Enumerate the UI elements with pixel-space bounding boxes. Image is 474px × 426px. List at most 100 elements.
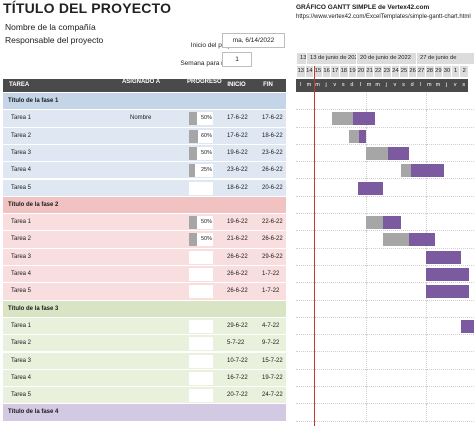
task-name[interactable]: Tarea 1 — [11, 219, 32, 226]
progress-cell[interactable]: 50% — [189, 112, 213, 126]
end-date[interactable]: 20-6-22 — [262, 184, 283, 191]
gantt-bar-remaining[interactable] — [359, 129, 367, 143]
progress-value: 50% — [200, 149, 212, 156]
phase-title[interactable]: Título de la fase 4 — [8, 409, 59, 416]
end-date[interactable]: 26-6-22 — [262, 167, 283, 174]
end-date[interactable]: 18-6-22 — [262, 132, 283, 139]
phase-title[interactable]: Título de la fase 1 — [8, 98, 59, 104]
end-date[interactable]: 26-6-22 — [262, 236, 283, 243]
phase-title[interactable]: Título de la fase 2 — [8, 201, 59, 208]
task-name[interactable]: Tarea 3 — [11, 149, 32, 156]
start-date[interactable]: 10-7-22 — [227, 357, 248, 364]
start-date[interactable]: 29-6-22 — [227, 322, 248, 329]
week-gridline — [426, 404, 428, 422]
start-date[interactable]: 17-6-22 — [227, 115, 248, 122]
task-name[interactable]: Tarea 1 — [11, 115, 32, 122]
end-date[interactable]: 1-7-22 — [262, 288, 280, 295]
start-date[interactable]: 26-6-22 — [227, 271, 248, 277]
gantt-bar-complete[interactable] — [331, 112, 354, 126]
task-name[interactable]: Tarea 5 — [11, 184, 32, 191]
task-name[interactable]: Tarea 2 — [11, 236, 32, 243]
start-date[interactable]: 19-6-22 — [227, 219, 248, 226]
today-marker — [314, 66, 315, 426]
start-date[interactable]: 16-7-22 — [227, 374, 248, 381]
task-name[interactable]: Tarea 5 — [11, 288, 32, 295]
start-date[interactable]: 26-6-22 — [227, 253, 248, 260]
task-name[interactable]: Tarea 4 — [11, 374, 32, 381]
brand-title[interactable]: GRÁFICO GANTT SIMPLE de Vertex42.com — [296, 4, 430, 11]
gantt-bar-remaining[interactable] — [426, 250, 461, 264]
progress-cell[interactable] — [189, 389, 213, 403]
start-date[interactable]: 21-6-22 — [227, 236, 248, 243]
progress-cell[interactable] — [189, 319, 213, 333]
project-start-field[interactable]: ma, 6/14/2022 — [222, 33, 285, 48]
weekday-letter: v — [333, 82, 337, 88]
gantt-bar-remaining[interactable] — [387, 146, 410, 160]
weekday-letter: l — [299, 82, 301, 88]
progress-cell[interactable] — [189, 268, 213, 281]
col-progress-header[interactable]: PROGRESO — [187, 79, 222, 85]
col-start-header[interactable]: INICIO — [227, 82, 246, 88]
progress-cell[interactable]: 60% — [189, 129, 213, 143]
gantt-bar-complete[interactable] — [366, 146, 388, 160]
end-date[interactable]: 24-7-22 — [262, 392, 283, 399]
day-number: 13 — [296, 66, 305, 77]
gantt-bar-complete[interactable] — [349, 129, 360, 143]
gantt-bar-complete[interactable] — [383, 233, 410, 247]
task-name[interactable]: Tarea 3 — [11, 253, 32, 260]
gantt-bar-remaining[interactable] — [460, 319, 474, 333]
end-date[interactable]: 17-6-22 — [262, 115, 283, 122]
display-week-field[interactable]: 1 — [222, 52, 252, 67]
end-date[interactable]: 4-7-22 — [262, 322, 280, 329]
end-date[interactable]: 22-6-22 — [262, 219, 283, 226]
progress-cell[interactable]: 50% — [189, 146, 213, 160]
start-date[interactable]: 23-6-22 — [227, 167, 248, 174]
start-date[interactable]: 20-7-22 — [227, 392, 248, 399]
gantt-bar-remaining[interactable] — [426, 285, 470, 299]
progress-cell[interactable] — [189, 371, 213, 385]
col-end-header[interactable]: FIN — [263, 82, 273, 88]
end-date[interactable]: 15-7-22 — [262, 357, 283, 364]
gantt-bar-complete[interactable] — [366, 216, 384, 230]
start-date[interactable]: 19-6-22 — [227, 149, 248, 156]
task-name[interactable]: Tarea 1 — [11, 322, 32, 329]
gantt-bar-remaining[interactable] — [409, 233, 435, 247]
progress-cell[interactable] — [189, 250, 213, 264]
start-date[interactable]: 5-7-22 — [227, 340, 245, 347]
start-date[interactable]: 18-6-22 — [227, 184, 248, 191]
phase-title[interactable]: Título de la fase 3 — [8, 305, 59, 312]
end-date[interactable]: 1-7-22 — [262, 271, 280, 277]
company-name[interactable]: Nombre de la compañía — [5, 22, 96, 32]
brand-url[interactable]: https://www.vertex42.com/ExcelTemplates/… — [296, 14, 471, 20]
start-date[interactable]: 17-6-22 — [227, 132, 248, 139]
start-date[interactable]: 26-6-22 — [227, 288, 248, 295]
gantt-bar-remaining[interactable] — [426, 268, 470, 281]
task-name[interactable]: Tarea 3 — [11, 357, 32, 364]
task-name[interactable]: Tarea 4 — [11, 271, 32, 277]
gantt-bar-remaining[interactable] — [357, 181, 384, 195]
col-assigned-header[interactable]: ASIGNADO A — [121, 79, 161, 85]
row-cells: Tarea 3 10-7-22 15-7-22 — [3, 352, 286, 370]
progress-cell[interactable] — [189, 337, 213, 351]
progress-cell[interactable]: 50% — [189, 233, 213, 247]
task-name[interactable]: Tarea 2 — [11, 340, 32, 347]
progress-cell[interactable] — [189, 181, 213, 195]
gantt-bar-remaining[interactable] — [353, 112, 375, 126]
progress-cell[interactable] — [189, 285, 213, 299]
task-name[interactable]: Tarea 2 — [11, 132, 32, 139]
gantt-bar-remaining[interactable] — [383, 216, 401, 230]
end-date[interactable]: 9-7-22 — [262, 340, 280, 347]
assigned-to[interactable]: Nombre — [130, 115, 152, 122]
end-date[interactable]: 19-7-22 — [262, 374, 283, 381]
progress-cell[interactable] — [189, 354, 213, 368]
end-date[interactable]: 29-6-22 — [262, 253, 283, 260]
end-date[interactable]: 23-6-22 — [262, 149, 283, 156]
task-name[interactable]: Tarea 5 — [11, 392, 32, 399]
gantt-bar-complete[interactable] — [400, 164, 412, 178]
project-manager[interactable]: Responsable del proyecto — [5, 35, 104, 45]
task-name[interactable]: Tarea 4 — [11, 167, 32, 174]
progress-cell[interactable]: 25% — [189, 164, 213, 178]
progress-cell[interactable]: 50% — [189, 216, 213, 230]
col-task-header[interactable]: TAREA — [9, 82, 30, 88]
gantt-bar-remaining[interactable] — [411, 164, 444, 178]
